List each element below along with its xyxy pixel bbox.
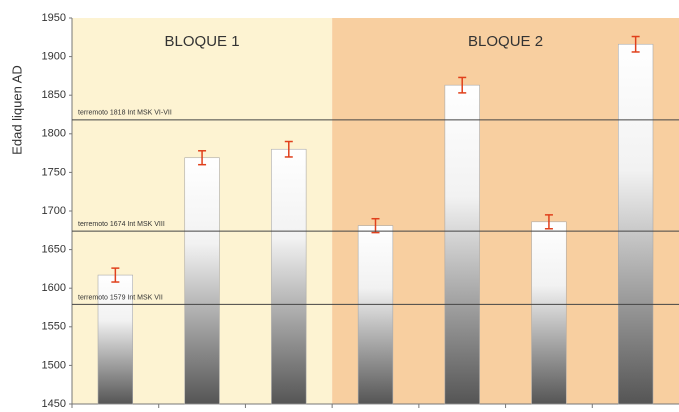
y-tick-label: 1800 — [42, 128, 66, 140]
reference-label: terremoto 1674 Int MSK VIII — [78, 221, 165, 228]
bar — [531, 221, 567, 405]
y-tick-label: 1500 — [42, 359, 66, 371]
reference-label: terremoto 1818 Int MSK VI-VII — [78, 110, 172, 117]
y-axis-label: Edad liquen AD — [9, 65, 24, 155]
y-tick-label: 1950 — [42, 12, 66, 24]
y-tick-label: 1450 — [42, 398, 66, 410]
bar — [97, 274, 133, 405]
bar — [617, 43, 654, 405]
reference-label: terremoto 1579 Int MSK VII — [78, 294, 163, 301]
bar — [271, 148, 307, 405]
group-label: BLOQUE 2 — [468, 33, 543, 50]
y-tick-label: 1900 — [42, 51, 66, 63]
y-tick-label: 1750 — [42, 166, 66, 178]
bar — [357, 225, 394, 405]
y-tick-label: 1550 — [42, 321, 66, 333]
y-tick-label: 1650 — [42, 244, 66, 256]
group-label: BLOQUE 1 — [165, 33, 240, 50]
y-tick-label: 1700 — [42, 205, 66, 217]
bar — [444, 84, 480, 405]
y-tick-label: 1600 — [42, 282, 66, 294]
bar — [184, 157, 220, 405]
y-tick-label: 1850 — [42, 89, 66, 101]
